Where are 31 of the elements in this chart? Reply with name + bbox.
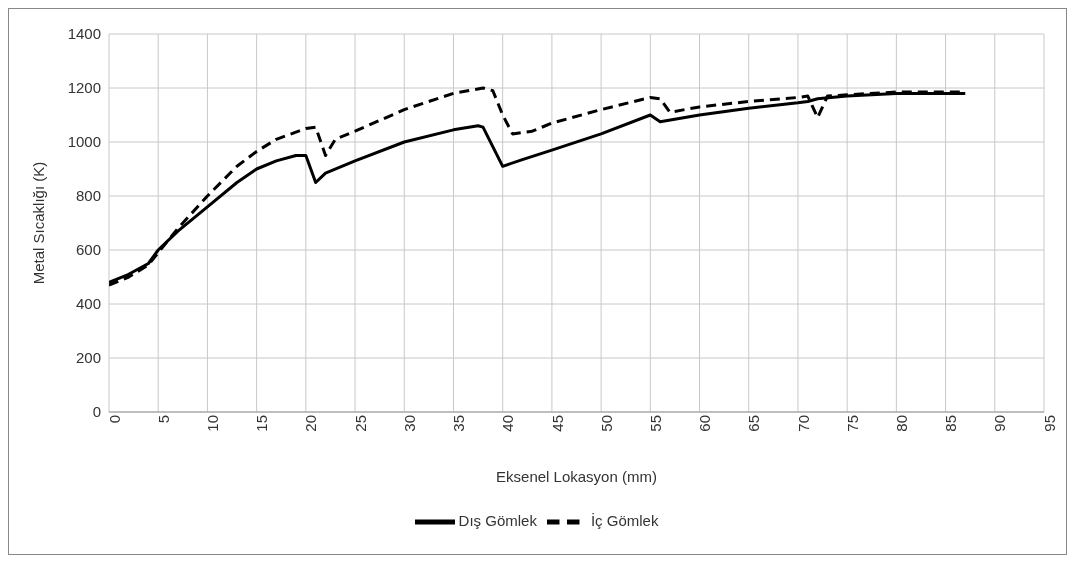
y-tick-label: 1200 [67,79,101,97]
x-tick-label: 85 [942,415,960,432]
x-tick-label: 15 [253,415,271,432]
x-tick-label: 10 [204,415,222,432]
x-tick-label: 35 [450,415,468,432]
legend-label: Dış Gömlek [458,511,537,529]
y-tick-label: 800 [75,187,101,205]
x-tick-label: 60 [696,415,714,432]
y-tick-label: 200 [75,349,101,367]
x-tick-label: 5 [154,415,172,424]
y-axis-title: Metal Sıcaklığı (K) [30,161,48,285]
y-tick-label: 400 [75,295,101,313]
x-tick-label: 50 [597,415,615,432]
x-tick-label: 25 [351,415,369,432]
y-tick-label: 1000 [67,133,101,151]
x-tick-label: 65 [745,415,763,432]
y-tick-label: 600 [75,241,101,259]
x-tick-label: 75 [843,415,861,432]
y-tick-label: 1400 [67,25,101,43]
x-tick-label: 45 [548,415,566,432]
x-tick-label: 80 [893,415,911,432]
x-tick-label: 30 [400,415,418,432]
legend-label: İç Gömlek [590,511,659,529]
x-tick-label: 40 [499,415,517,432]
x-tick-label: 0 [105,415,123,424]
x-tick-label: 95 [1040,415,1058,432]
x-tick-label: 20 [302,415,320,432]
x-axis-title: Eksenel Lokasyon (mm) [496,468,657,485]
x-tick-label: 70 [794,415,812,432]
x-tick-label: 90 [991,415,1009,432]
x-tick-label: 55 [646,415,664,432]
